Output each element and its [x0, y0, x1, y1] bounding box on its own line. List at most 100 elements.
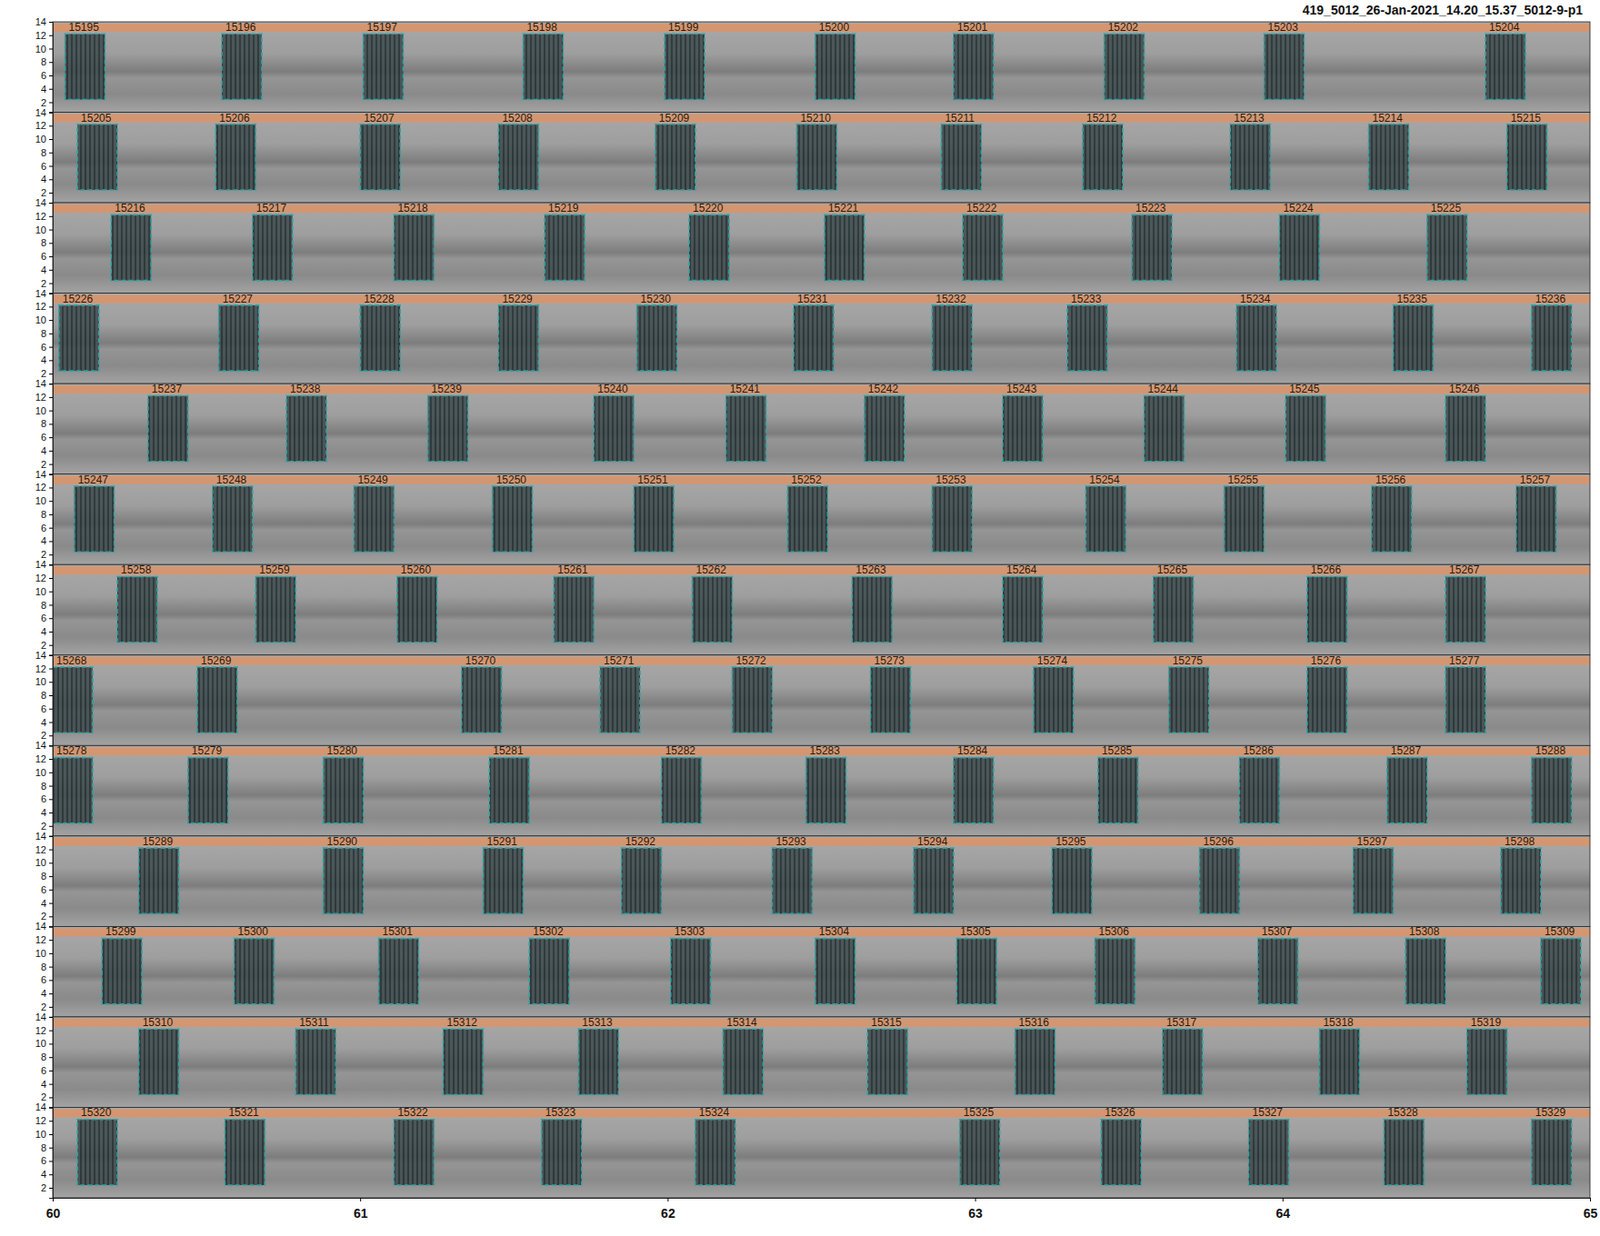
detection-label: 15222 — [966, 201, 998, 215]
y-tick-mark — [49, 850, 53, 851]
detection-labels: 1522615227152281522915230152311523215233… — [62, 292, 1567, 306]
detection-label: 15210 — [800, 111, 831, 125]
y-tick-mark — [49, 903, 53, 905]
y-tick: 10 — [35, 1129, 53, 1140]
detection-box — [1002, 577, 1043, 643]
y-tick-label: 14 — [35, 559, 47, 570]
x-tick-label: 64 — [1276, 1206, 1291, 1221]
y-tick-label: 10 — [35, 133, 47, 145]
y-tick-mark — [49, 35, 53, 37]
detection-label: 15252 — [790, 473, 822, 487]
y-tick: 4 — [40, 535, 53, 547]
row: 1522615227152281522915230152311523215233… — [35, 288, 1590, 385]
y-tick-label: 12 — [35, 391, 47, 403]
detection-label: 15247 — [78, 473, 110, 487]
detection-box — [1153, 577, 1194, 643]
y-tick-mark — [49, 192, 53, 194]
detection-box — [1319, 1029, 1360, 1095]
detection-labels: 1528915290152911529215293152941529515296… — [142, 835, 1536, 849]
y-tick: 6 — [40, 341, 53, 353]
row: 1524715248152491525015251152521525315254… — [35, 469, 1590, 566]
detection-box — [1279, 214, 1320, 280]
y-tick-mark — [49, 283, 53, 285]
detection-box — [931, 486, 972, 552]
detection-label: 15244 — [1148, 382, 1180, 396]
y-tick-label: 4 — [40, 807, 47, 819]
y-tick: 12 — [35, 663, 53, 675]
y-tick-mark — [49, 799, 53, 800]
detection-label: 15225 — [1430, 201, 1462, 215]
y-tick-label: 4 — [40, 988, 47, 1000]
y-axis-line — [49, 1017, 54, 1109]
y-tick-mark — [49, 410, 53, 412]
detection-box — [670, 939, 711, 1005]
detection-label: 15325 — [963, 1106, 995, 1120]
detection-box — [378, 939, 419, 1005]
y-tick-mark — [49, 709, 53, 710]
detection-box — [621, 848, 662, 914]
y-tick-label: 6 — [40, 1065, 47, 1077]
row-frame — [52, 1017, 1590, 1109]
y-tick-label: 4 — [40, 535, 47, 547]
y-tick-mark — [49, 474, 53, 476]
detection-box — [593, 395, 634, 461]
y-tick: 12 — [35, 934, 53, 946]
y-tick-label: 14 — [35, 16, 47, 28]
y-tick-label: 8 — [40, 147, 47, 159]
row-background — [52, 202, 1590, 294]
detection-box — [252, 214, 293, 280]
y-tick-label: 6 — [40, 160, 47, 172]
detection-label: 15286 — [1242, 744, 1274, 758]
y-tick-mark — [49, 89, 53, 90]
detection-box — [255, 577, 296, 643]
detection-box — [1445, 667, 1486, 733]
x-tick-mark — [1590, 1198, 1591, 1202]
detection-box — [931, 305, 972, 371]
y-axis-line — [49, 655, 54, 747]
detection-label: 15201 — [957, 20, 989, 34]
detection-box — [600, 667, 640, 733]
detection-label: 15272 — [735, 654, 767, 668]
detection-box — [1239, 758, 1280, 824]
y-tick: 14 — [35, 469, 53, 480]
y-tick-mark — [49, 681, 53, 683]
y-tick-mark — [49, 980, 53, 981]
detection-label: 15235 — [1397, 292, 1429, 306]
y-tick: 14 — [35, 16, 53, 28]
detection-box — [360, 305, 400, 371]
y-tick-mark — [49, 540, 53, 542]
detection-label: 15227 — [222, 292, 254, 306]
detection-box — [722, 1029, 763, 1095]
y-tick: 6 — [40, 431, 53, 443]
y-tick-mark — [49, 75, 53, 77]
detection-label: 15263 — [855, 563, 887, 577]
y-tick-mark — [49, 722, 53, 724]
detection-label: 15302 — [532, 925, 564, 939]
detection-box — [117, 577, 158, 643]
y-tick-mark — [49, 1174, 53, 1176]
y-tick: 2 — [40, 1182, 53, 1194]
y-axis: 2468101214 — [35, 288, 54, 385]
y-tick: 6 — [40, 522, 53, 534]
detection-label: 15245 — [1289, 382, 1320, 396]
detection-label: 15219 — [548, 201, 580, 215]
detection-box — [363, 33, 404, 100]
y-tick: 14 — [35, 1011, 53, 1023]
y-tick-label: 10 — [35, 314, 47, 326]
label-band — [52, 1109, 1590, 1118]
y-tick-mark — [49, 125, 53, 127]
y-tick-mark — [49, 1017, 53, 1019]
detection-box — [913, 848, 954, 914]
detection-label: 15229 — [501, 292, 533, 306]
y-axis-line — [49, 565, 54, 657]
detection-label: 15312 — [447, 1016, 479, 1030]
y-axis: 2468101214 — [35, 16, 54, 113]
row-frame — [52, 202, 1590, 294]
y-tick: 4 — [40, 173, 53, 185]
row-background — [52, 474, 1590, 566]
y-tick: 6 — [40, 703, 53, 715]
y-tick-mark — [49, 554, 53, 556]
detection-box — [1383, 1120, 1424, 1186]
y-tick: 10 — [35, 676, 53, 688]
detection-box — [110, 214, 151, 280]
